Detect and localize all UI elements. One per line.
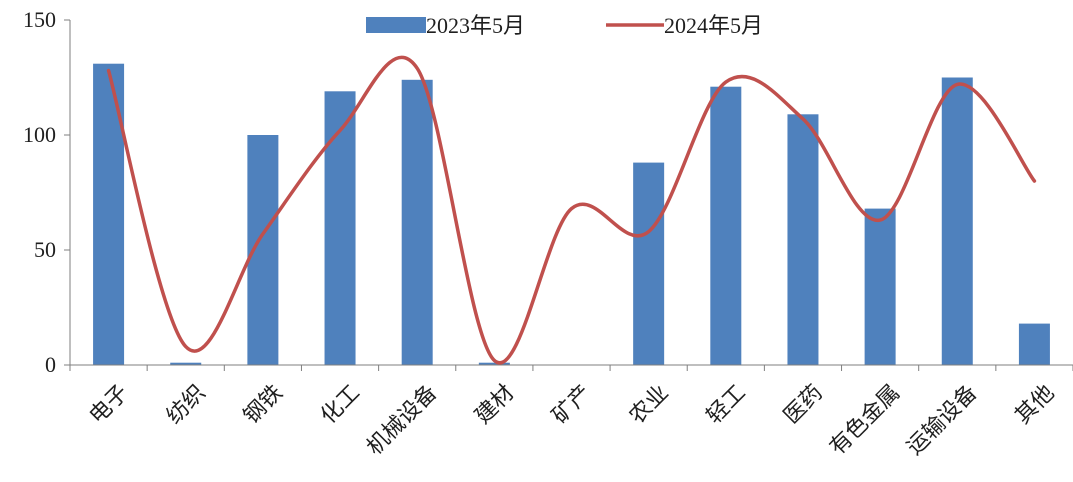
y-tick-label-0: 0 [45, 352, 56, 377]
bar-4 [401, 79, 433, 366]
bar-12 [1018, 323, 1050, 365]
legend-label-line: 2024年5月 [664, 13, 763, 38]
bar-11 [941, 77, 973, 365]
x-tick-label-9: 医药 [779, 380, 828, 429]
legend-swatch-bar [366, 17, 426, 33]
x-tick-label-0: 电子 [85, 380, 134, 429]
x-tick-label-2: 钢铁 [239, 380, 288, 429]
bar-9 [787, 114, 819, 365]
legend: 2023年5月 2024年5月 [366, 13, 763, 38]
x-tick-label-6: 矿产 [548, 380, 597, 429]
x-tick-label-1: 纺织 [162, 380, 211, 429]
y-tick-label-1: 50 [34, 237, 56, 262]
x-tick-label-12: 其他 [1011, 380, 1060, 429]
bar-10 [864, 208, 896, 365]
x-tick-label-7: 农业 [625, 380, 674, 429]
x-tick-label-4: 机械设备 [362, 380, 442, 460]
series-line-2024 [106, 55, 1037, 365]
x-tick-label-3: 化工 [316, 380, 365, 429]
y-tick-label-3: 150 [23, 7, 56, 32]
bar-7 [633, 162, 665, 365]
legend-label-bar: 2023年5月 [426, 13, 525, 38]
x-tick-label-8: 轻工 [702, 380, 751, 429]
x-tick-label-11: 运输设备 [902, 380, 982, 460]
bar-8 [710, 86, 742, 365]
bar-1 [170, 362, 202, 365]
x-tick-label-10: 有色金属 [825, 380, 905, 460]
y-tick-label-2: 100 [23, 122, 56, 147]
plot-area: 0 50 100 150 电子 纺织 钢铁 化工机械设备 建材 矿产 农业 轻工 医药有色金属运输设备其… [23, 7, 1073, 460]
bar-5 [478, 362, 510, 365]
x-tick-label-5: 建材 [471, 380, 520, 429]
bar-3 [324, 91, 356, 366]
